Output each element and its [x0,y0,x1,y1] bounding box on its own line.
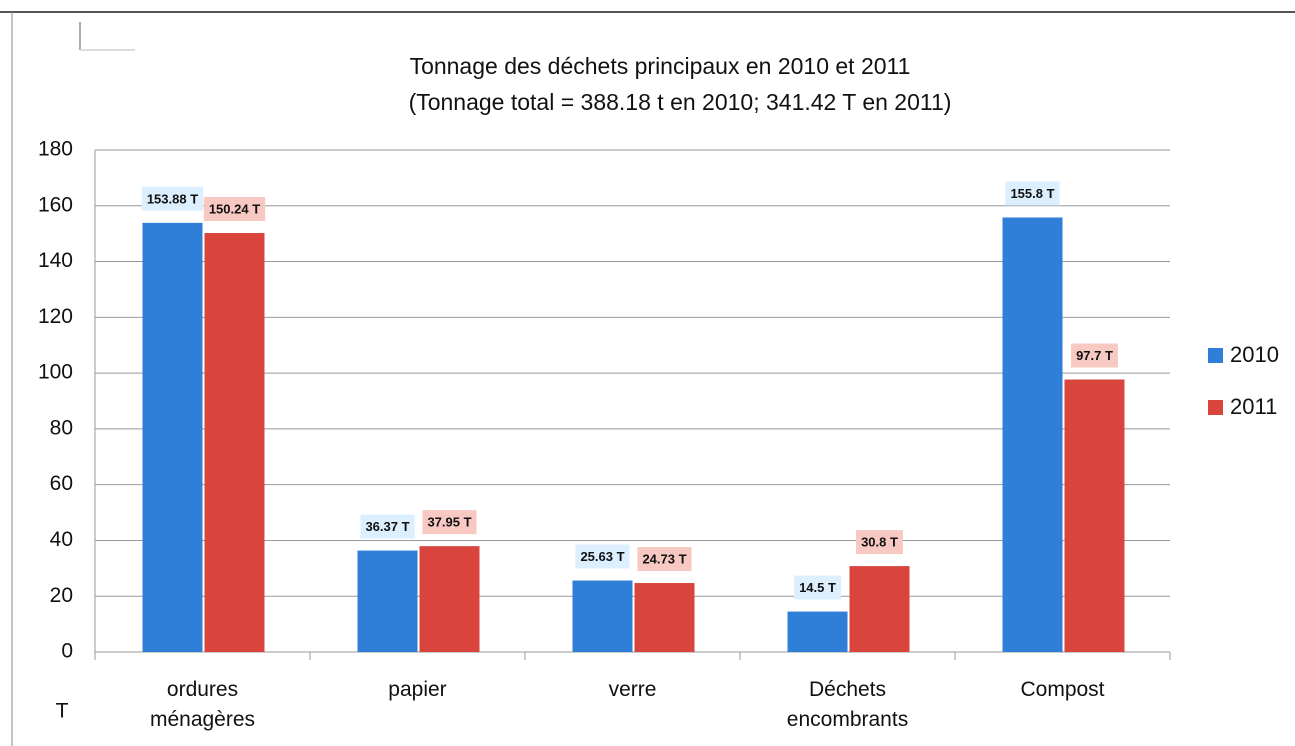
value-label-bg [794,575,841,600]
value-label: 155.8 T [1010,186,1054,201]
y-tick-label: 40 [50,528,73,551]
value-label: 97.7 T [1076,348,1113,363]
value-label-bg [637,547,692,572]
legend-label: 2011 [1230,394,1277,419]
value-label: 24.73 T [642,551,686,566]
legend-swatch [1208,348,1223,363]
y-tick-label: 60 [50,472,73,495]
bar [1002,217,1063,653]
x-tick-label: Déchets encombrants [786,678,909,731]
y-tick-label: 80 [50,416,73,439]
bar [787,611,848,652]
bar [419,546,480,652]
value-label: 36.37 T [365,519,409,534]
value-label-bg [1071,343,1118,368]
y-tick-label: 160 [38,193,73,216]
x-tick-label: papier [388,678,447,701]
legend-swatch [1208,400,1223,415]
y-tick-label: 0 [61,640,73,663]
y-tick-label: 120 [38,305,73,328]
bar [1064,379,1125,652]
y-tick-label: 20 [50,584,73,607]
bar [572,580,633,652]
legend-label: 2010 [1230,342,1279,367]
value-label-bg [422,510,477,535]
x-tick-label: ordures ménagères [149,678,256,731]
chart-subtitle: (Tonnage total = 388.18 t en 2010; 341.4… [409,89,952,115]
y-tick-label: 180 [38,138,73,161]
bar [849,566,910,652]
value-label: 14.5 T [799,580,836,595]
value-label: 37.95 T [427,515,471,530]
value-label-bg [1005,181,1060,206]
chart-title: Tonnage des déchets principaux en 2010 e… [410,53,911,79]
bar [634,583,695,652]
value-label: 30.8 T [861,535,898,550]
value-label: 25.63 T [580,549,624,564]
y-tick-label: 140 [38,249,73,272]
value-label-bg [360,514,415,539]
x-tick-label: Compost [1020,678,1105,701]
x-tick-label: verre [608,678,657,701]
bar [204,232,265,653]
value-label: 150.24 T [209,201,260,216]
y-axis-label: T [56,700,69,723]
value-label-bg [856,530,903,555]
y-tick-label: 100 [38,361,73,384]
value-label-bg [575,544,630,569]
value-label: 153.88 T [147,191,198,206]
value-label-bg [141,186,204,211]
value-label-bg [203,196,266,221]
bar [142,222,203,653]
bar [357,550,418,652]
